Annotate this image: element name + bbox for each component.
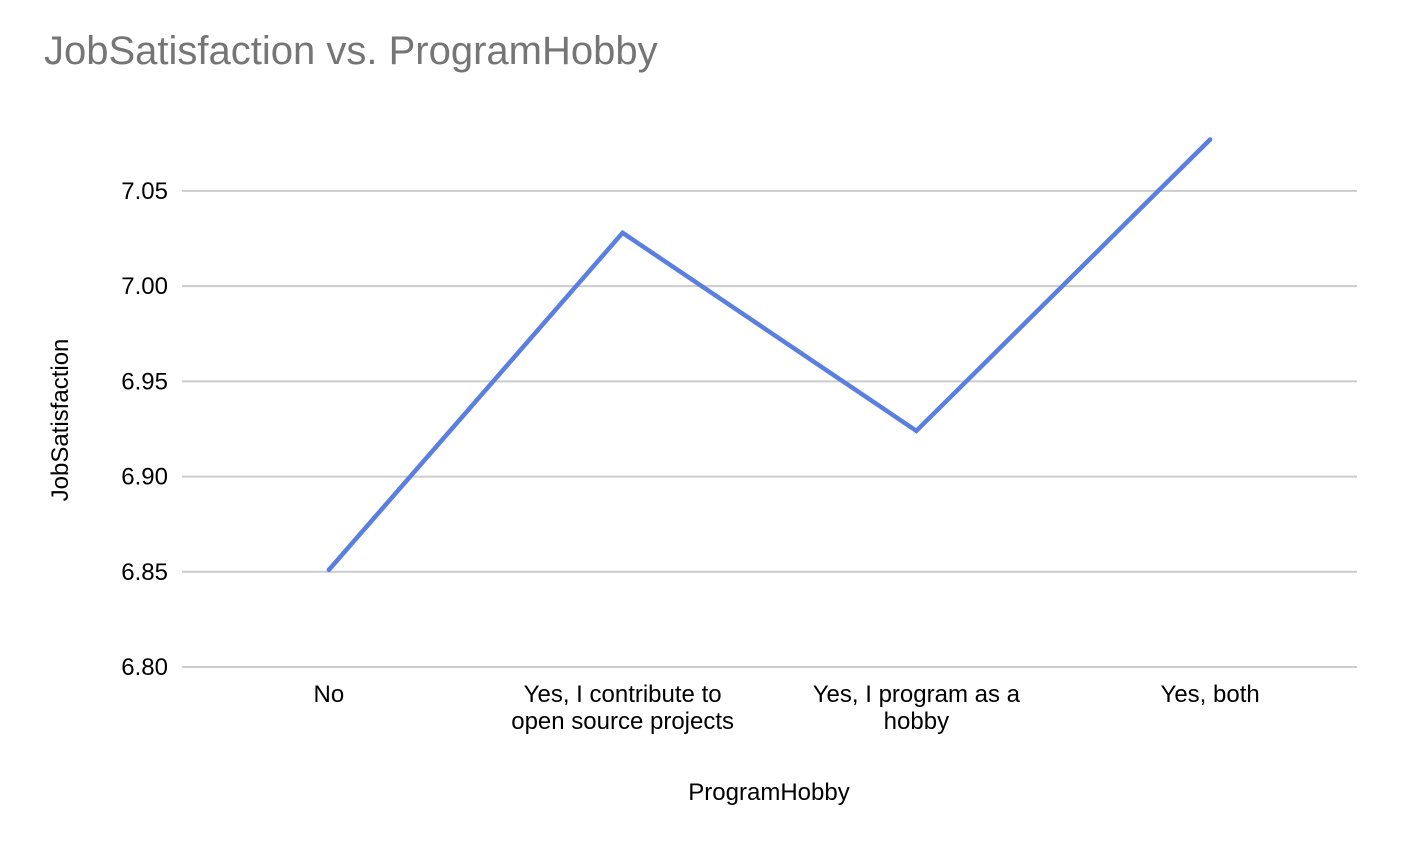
- y-tick-label: 7.00: [121, 273, 168, 300]
- y-tick-labels: 6.80 6.85 6.90 6.95 7.00 7.05: [121, 178, 168, 681]
- x-tick-label-line: Yes, I contribute to: [524, 681, 722, 708]
- data-point: [914, 428, 919, 434]
- x-tick-labels: No Yes, I contribute to open source projec…: [314, 681, 1260, 735]
- y-tick-label: 6.90: [121, 464, 168, 491]
- x-tick-label-line: No: [314, 681, 345, 708]
- y-tick-label: 6.80: [121, 654, 168, 681]
- x-tick-label: Yes, I program as a hobby: [813, 681, 1021, 735]
- x-axis-label: ProgramHobby: [688, 779, 849, 806]
- y-axis-label: JobSatisfaction: [47, 339, 74, 502]
- x-tick-label-line: open source projects: [511, 708, 734, 735]
- chart-title: JobSatisfaction vs. ProgramHobby: [44, 29, 658, 73]
- series-line: [327, 137, 1212, 572]
- x-tick-label-line: Yes, both: [1161, 681, 1260, 708]
- y-tick-label: 6.85: [121, 559, 168, 586]
- data-point: [620, 230, 625, 236]
- data-point: [326, 567, 332, 573]
- x-tick-label-line: hobby: [884, 708, 949, 735]
- y-tick-label: 7.05: [121, 178, 168, 205]
- data-point: [1207, 137, 1213, 142]
- series: [326, 137, 1213, 573]
- x-tick-label: No: [314, 681, 345, 708]
- gridlines: [182, 189, 1357, 668]
- y-tick-label: 6.95: [121, 368, 168, 395]
- x-tick-label: Yes, both: [1161, 681, 1260, 708]
- x-tick-label-line: Yes, I program as a: [813, 681, 1021, 708]
- x-tick-label: Yes, I contribute to open source projects: [511, 681, 734, 735]
